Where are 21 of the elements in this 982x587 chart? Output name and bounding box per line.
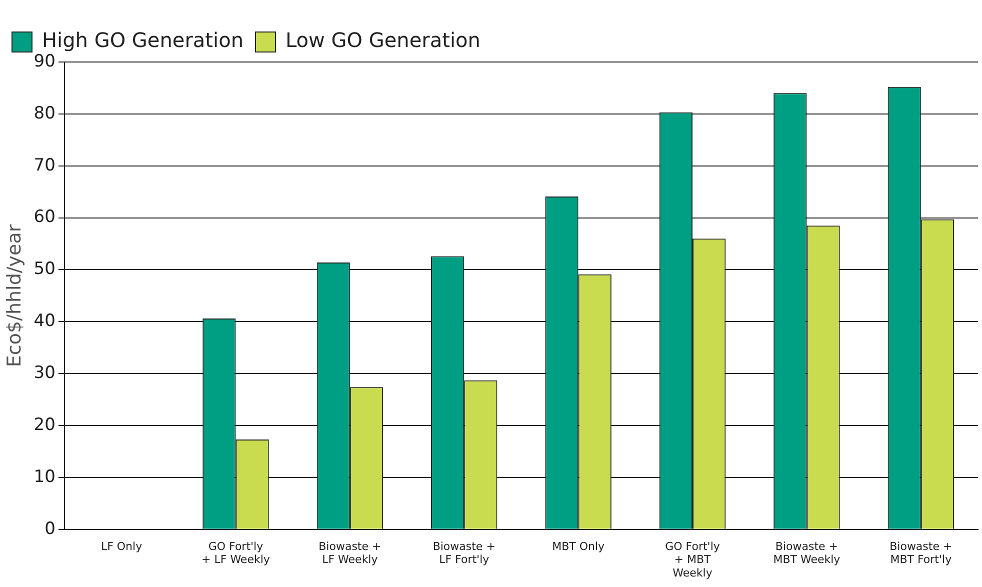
x-tick-label: LF Only bbox=[100, 540, 143, 553]
x-tick-label: Biowaste + LF Fort'ly bbox=[432, 540, 496, 566]
y-tick-label: 40 bbox=[34, 311, 56, 332]
x-tick-label: GO Fort'ly + MBT Weekly bbox=[665, 540, 720, 580]
y-tick-label: 70 bbox=[34, 155, 56, 176]
y-tick-label: 50 bbox=[34, 259, 56, 280]
y-tick-label: 10 bbox=[34, 466, 56, 487]
x-tick-label: GO Fort'ly + LF Weekly bbox=[202, 540, 270, 566]
y-tick-label: 80 bbox=[34, 103, 56, 124]
y-tick-label: 30 bbox=[34, 363, 56, 384]
x-tick-label: Biowaste + MBT Weekly bbox=[773, 540, 841, 566]
x-tick-label: MBT Only bbox=[552, 540, 606, 553]
y-tick-label: 90 bbox=[34, 51, 56, 72]
legend-label: High GO Generation bbox=[42, 28, 244, 52]
y-axis-title: Eco$/hhld/year bbox=[3, 224, 26, 368]
y-tick-label: 60 bbox=[34, 207, 56, 228]
legend-label: Low GO Generation bbox=[285, 28, 480, 52]
x-tick-label: Biowaste + LF Weekly bbox=[318, 540, 382, 566]
x-tick-label: Biowaste + MBT Fort'ly bbox=[890, 540, 952, 566]
y-tick-label: 0 bbox=[44, 518, 56, 539]
y-tick-label: 20 bbox=[34, 414, 56, 435]
